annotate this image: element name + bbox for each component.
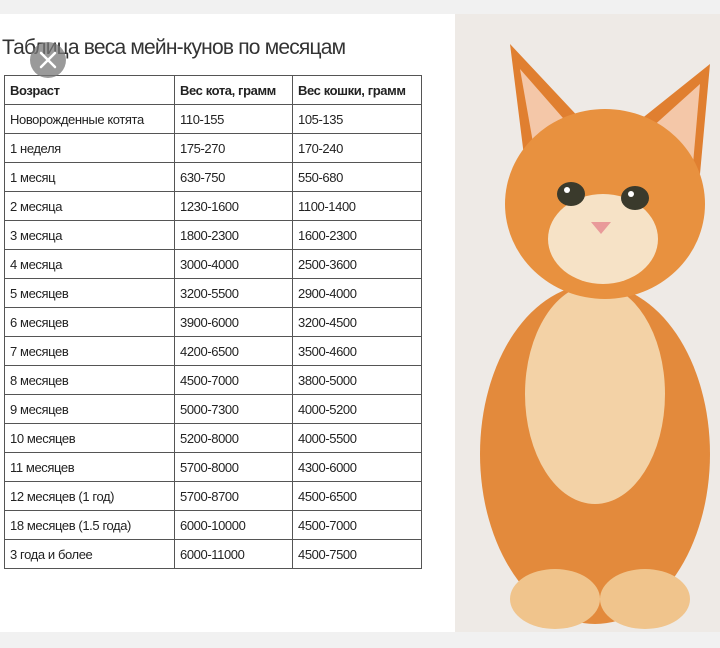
table-row: 10 месяцев 5200-8000 4000-5500 — [4, 423, 422, 453]
cat-nose — [591, 222, 611, 234]
image-card: Таблица веса мейн-кунов по месяцам Возра… — [0, 14, 720, 632]
cat-chest — [525, 284, 665, 504]
cat-eye — [557, 182, 585, 206]
cat-paw — [510, 569, 600, 629]
table-cell: 18 месяцев (1.5 года) — [4, 510, 175, 540]
table-cell: 12 месяцев (1 год) — [4, 481, 175, 511]
table-row: 1 неделя 175-270 170-240 — [4, 133, 422, 163]
eye-highlight — [564, 187, 570, 193]
table-cell: 2 месяца — [4, 191, 175, 221]
table-row: 2 месяца 1230-1600 1100-1400 — [4, 191, 422, 221]
table-cell: 1100-1400 — [292, 191, 422, 221]
table-row: 3 месяца 1800-2300 1600-2300 — [4, 220, 422, 250]
table-cell: 2500-3600 — [292, 249, 422, 279]
header-cell: Возраст — [4, 75, 175, 105]
table-cell: 1 неделя — [4, 133, 175, 163]
table-cell: 1600-2300 — [292, 220, 422, 250]
table-row: 9 месяцев 5000-7300 4000-5200 — [4, 394, 422, 424]
table-cell: 5 месяцев — [4, 278, 175, 308]
table-row: 3 года и более 6000-11000 4500-7500 — [4, 539, 422, 569]
table-cell: 6000-10000 — [174, 510, 293, 540]
table-cell: 4300-6000 — [292, 452, 422, 482]
table-cell: Новорожденные котята — [4, 104, 175, 134]
table-row: 6 месяцев 3900-6000 3200-4500 — [4, 307, 422, 337]
table-row: 4 месяца 3000-4000 2500-3600 — [4, 249, 422, 279]
cat-photo — [455, 14, 720, 632]
table-cell: 550-680 — [292, 162, 422, 192]
table-row: 12 месяцев (1 год) 5700-8700 4500-6500 — [4, 481, 422, 511]
table-row: 18 месяцев (1.5 года) 6000-10000 4500-7000 — [4, 510, 422, 540]
table-cell: 2900-4000 — [292, 278, 422, 308]
table-cell: 10 месяцев — [4, 423, 175, 453]
table-row: 5 месяцев 3200-5500 2900-4000 — [4, 278, 422, 308]
cat-eye — [621, 186, 649, 210]
table-cell: 3000-4000 — [174, 249, 293, 279]
table-row: Новорожденные котята 110-155 105-135 — [4, 104, 422, 134]
table-row: 8 месяцев 4500-7000 3800-5000 — [4, 365, 422, 395]
table-cell: 4500-7000 — [174, 365, 293, 395]
table-cell: 3 месяца — [4, 220, 175, 250]
table-cell: 3200-5500 — [174, 278, 293, 308]
header-cell: Вес кошки, грамм — [292, 75, 422, 105]
table-cell: 8 месяцев — [4, 365, 175, 395]
table-cell: 1800-2300 — [174, 220, 293, 250]
table-cell: 3 года и более — [4, 539, 175, 569]
table-cell: 5700-8700 — [174, 481, 293, 511]
table-cell: 4200-6500 — [174, 336, 293, 366]
table-cell: 6000-11000 — [174, 539, 293, 569]
table-cell: 4500-7500 — [292, 539, 422, 569]
weight-table: Возраст Вес кота, грамм Вес кошки, грамм Но… — [4, 75, 422, 569]
table-cell: 3800-5000 — [292, 365, 422, 395]
table-cell: 7 месяцев — [4, 336, 175, 366]
table-row: 7 месяцев 4200-6500 3500-4600 — [4, 336, 422, 366]
table-cell: 3500-4600 — [292, 336, 422, 366]
table-cell: 3200-4500 — [292, 307, 422, 337]
cat-ear-inner — [650, 84, 700, 164]
table-cell: 5700-8000 — [174, 452, 293, 482]
table-cell: 110-155 — [174, 104, 293, 134]
table-cell: 4500-7000 — [292, 510, 422, 540]
table-title: Таблица веса мейн-кунов по месяцам — [2, 36, 346, 59]
table-cell: 105-135 — [292, 104, 422, 134]
table-cell: 11 месяцев — [4, 452, 175, 482]
table-cell: 3900-6000 — [174, 307, 293, 337]
table-cell: 5200-8000 — [174, 423, 293, 453]
table-cell: 1230-1600 — [174, 191, 293, 221]
table-cell: 4500-6500 — [292, 481, 422, 511]
table-row: 1 месяц 630-750 550-680 — [4, 162, 422, 192]
table-cell: 6 месяцев — [4, 307, 175, 337]
close-button[interactable] — [30, 42, 66, 78]
table-cell: 4 месяца — [4, 249, 175, 279]
table-cell: 9 месяцев — [4, 394, 175, 424]
table-cell: 170-240 — [292, 133, 422, 163]
table-cell: 175-270 — [174, 133, 293, 163]
header-cell: Вес кота, грамм — [174, 75, 293, 105]
table-cell: 5000-7300 — [174, 394, 293, 424]
table-cell: 1 месяц — [4, 162, 175, 192]
cat-muzzle — [548, 194, 658, 284]
eye-highlight — [628, 191, 634, 197]
header-row: Возраст Вес кота, грамм Вес кошки, грамм — [4, 75, 422, 105]
table-cell: 630-750 — [174, 162, 293, 192]
table-cell: 4000-5500 — [292, 423, 422, 453]
table-cell: 4000-5200 — [292, 394, 422, 424]
table-row: 11 месяцев 5700-8000 4300-6000 — [4, 452, 422, 482]
close-icon — [39, 51, 57, 69]
cat-paw — [600, 569, 690, 629]
